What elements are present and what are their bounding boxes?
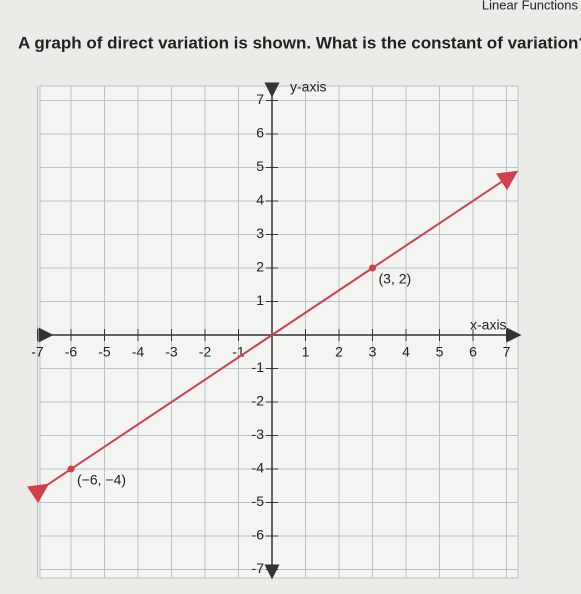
y-tick-label: 1 [256,292,264,308]
x-tick-label: -4 [132,344,145,360]
y-tick-label: 7 [256,91,264,107]
x-tick-label: 6 [469,344,477,360]
x-axis-label: x-axis [470,317,507,333]
x-tick-label: 7 [503,344,511,360]
y-tick-label: -7 [252,560,265,576]
y-tick-label: -1 [252,359,265,375]
x-tick-label: 3 [369,344,377,360]
y-tick-label: -6 [252,527,265,543]
x-tick-label: -5 [98,344,111,360]
point [369,264,376,272]
y-tick-label: 6 [256,125,264,141]
y-axis-label: y-axis [290,79,327,95]
x-tick-label: 1 [302,344,310,360]
x-tick-label: -3 [165,344,178,360]
y-tick-label: -2 [252,393,265,409]
question: A graph of direct variation is shown. Wh… [18,33,581,52]
point [67,465,75,473]
y-tick-label: 3 [256,225,264,241]
y-tick-label: 4 [256,192,264,208]
y-tick-label: -5 [252,493,265,509]
y-tick-label: 5 [256,158,264,174]
header: Linear Functions [482,0,579,12]
x-tick-label: -6 [65,344,78,360]
x-tick-label: -7 [31,344,44,360]
point-label: (3, 2) [379,271,412,287]
plot-area [39,85,519,579]
point-label: (−6, −4) [77,472,126,488]
y-tick-label: 2 [256,259,264,275]
x-tick-label: 2 [335,344,343,360]
x-tick-label: 5 [436,344,444,360]
line [26,170,519,504]
y-tick-label: -4 [252,460,265,476]
x-tick-label: -2 [199,344,212,360]
y-tick-label: -3 [252,426,265,442]
x-tick-label: 4 [402,344,410,360]
